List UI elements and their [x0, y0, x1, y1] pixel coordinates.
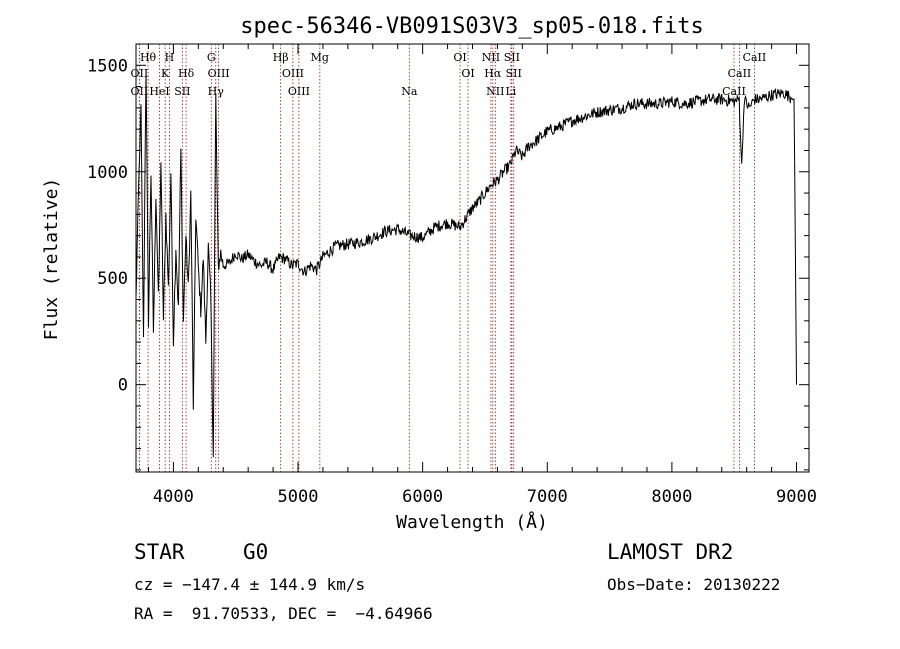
- line-label-11: Hδ: [178, 67, 195, 80]
- line-label-3: Hβ: [273, 51, 289, 64]
- y-tick-label-2: 1000: [87, 163, 128, 183]
- y-axis-label: Flux (relative): [41, 178, 62, 341]
- line-label-23: Na: [401, 85, 418, 98]
- chart-title: spec-56346-VB091S03V3_sp05-018.fits: [240, 14, 704, 39]
- line-label-12: OIII: [208, 67, 230, 80]
- observation-date: Obs−Date: 20130222: [607, 575, 781, 594]
- line-label-5: OI: [453, 51, 466, 64]
- survey-name: LAMOST DR2: [607, 540, 734, 564]
- x-tick-label-3: 7000: [527, 487, 568, 507]
- line-label-26: CaII: [722, 85, 746, 98]
- line-label-13: OIII: [282, 67, 304, 80]
- x-tick-label-4: 8000: [651, 487, 692, 507]
- x-tick-label-2: 6000: [402, 487, 443, 507]
- line-label-2: G: [207, 51, 216, 64]
- ra-dec: RA = 91.70533, DEC = −4.64966: [134, 604, 433, 623]
- line-label-25: Li: [505, 85, 516, 98]
- y-tick-label-1: 500: [97, 269, 128, 289]
- line-label-14: OI: [461, 67, 474, 80]
- y-tick-label-0: 0: [118, 376, 128, 396]
- line-label-6: NII: [482, 51, 500, 64]
- line-label-18: OII: [131, 85, 149, 98]
- object-class: STAR: [134, 540, 185, 564]
- line-label-1: H: [165, 51, 175, 64]
- line-label-7: SII: [504, 51, 520, 64]
- x-axis-label: Wavelength (Å): [396, 511, 548, 533]
- line-label-20: SII: [174, 85, 190, 98]
- line-label-21: Hγ: [208, 85, 225, 98]
- y-tick-label-3: 1500: [87, 56, 128, 76]
- object-subclass: G0: [243, 540, 269, 564]
- x-tick-label-5: 9000: [776, 487, 817, 507]
- line-label-16: SII: [506, 67, 522, 80]
- x-tick-label-0: 4000: [153, 487, 194, 507]
- line-label-10: K: [161, 67, 170, 80]
- redshift-cz: cz = −147.4 ± 144.9 km/s: [134, 575, 366, 594]
- line-label-4: Mg: [311, 51, 329, 64]
- x-tick-label-1: 5000: [278, 487, 319, 507]
- spectral-line-markers: [138, 44, 755, 472]
- spectrum-line: [135, 70, 797, 458]
- axis-ticks: 4000 5000 6000 7000 8000 9000 0 500 1000 1500: [87, 43, 817, 507]
- spectrum-series: [135, 70, 797, 458]
- line-label-17: CaII: [728, 67, 752, 80]
- line-label-15: Hα: [484, 67, 502, 80]
- line-label-8: CaII: [743, 51, 767, 64]
- line-label-0: Hθ: [140, 51, 157, 64]
- line-label-24: NII: [486, 85, 504, 98]
- line-label-22: OIII: [288, 85, 310, 98]
- line-label-9: OII: [131, 67, 149, 80]
- line-label-19: HeI: [149, 85, 169, 98]
